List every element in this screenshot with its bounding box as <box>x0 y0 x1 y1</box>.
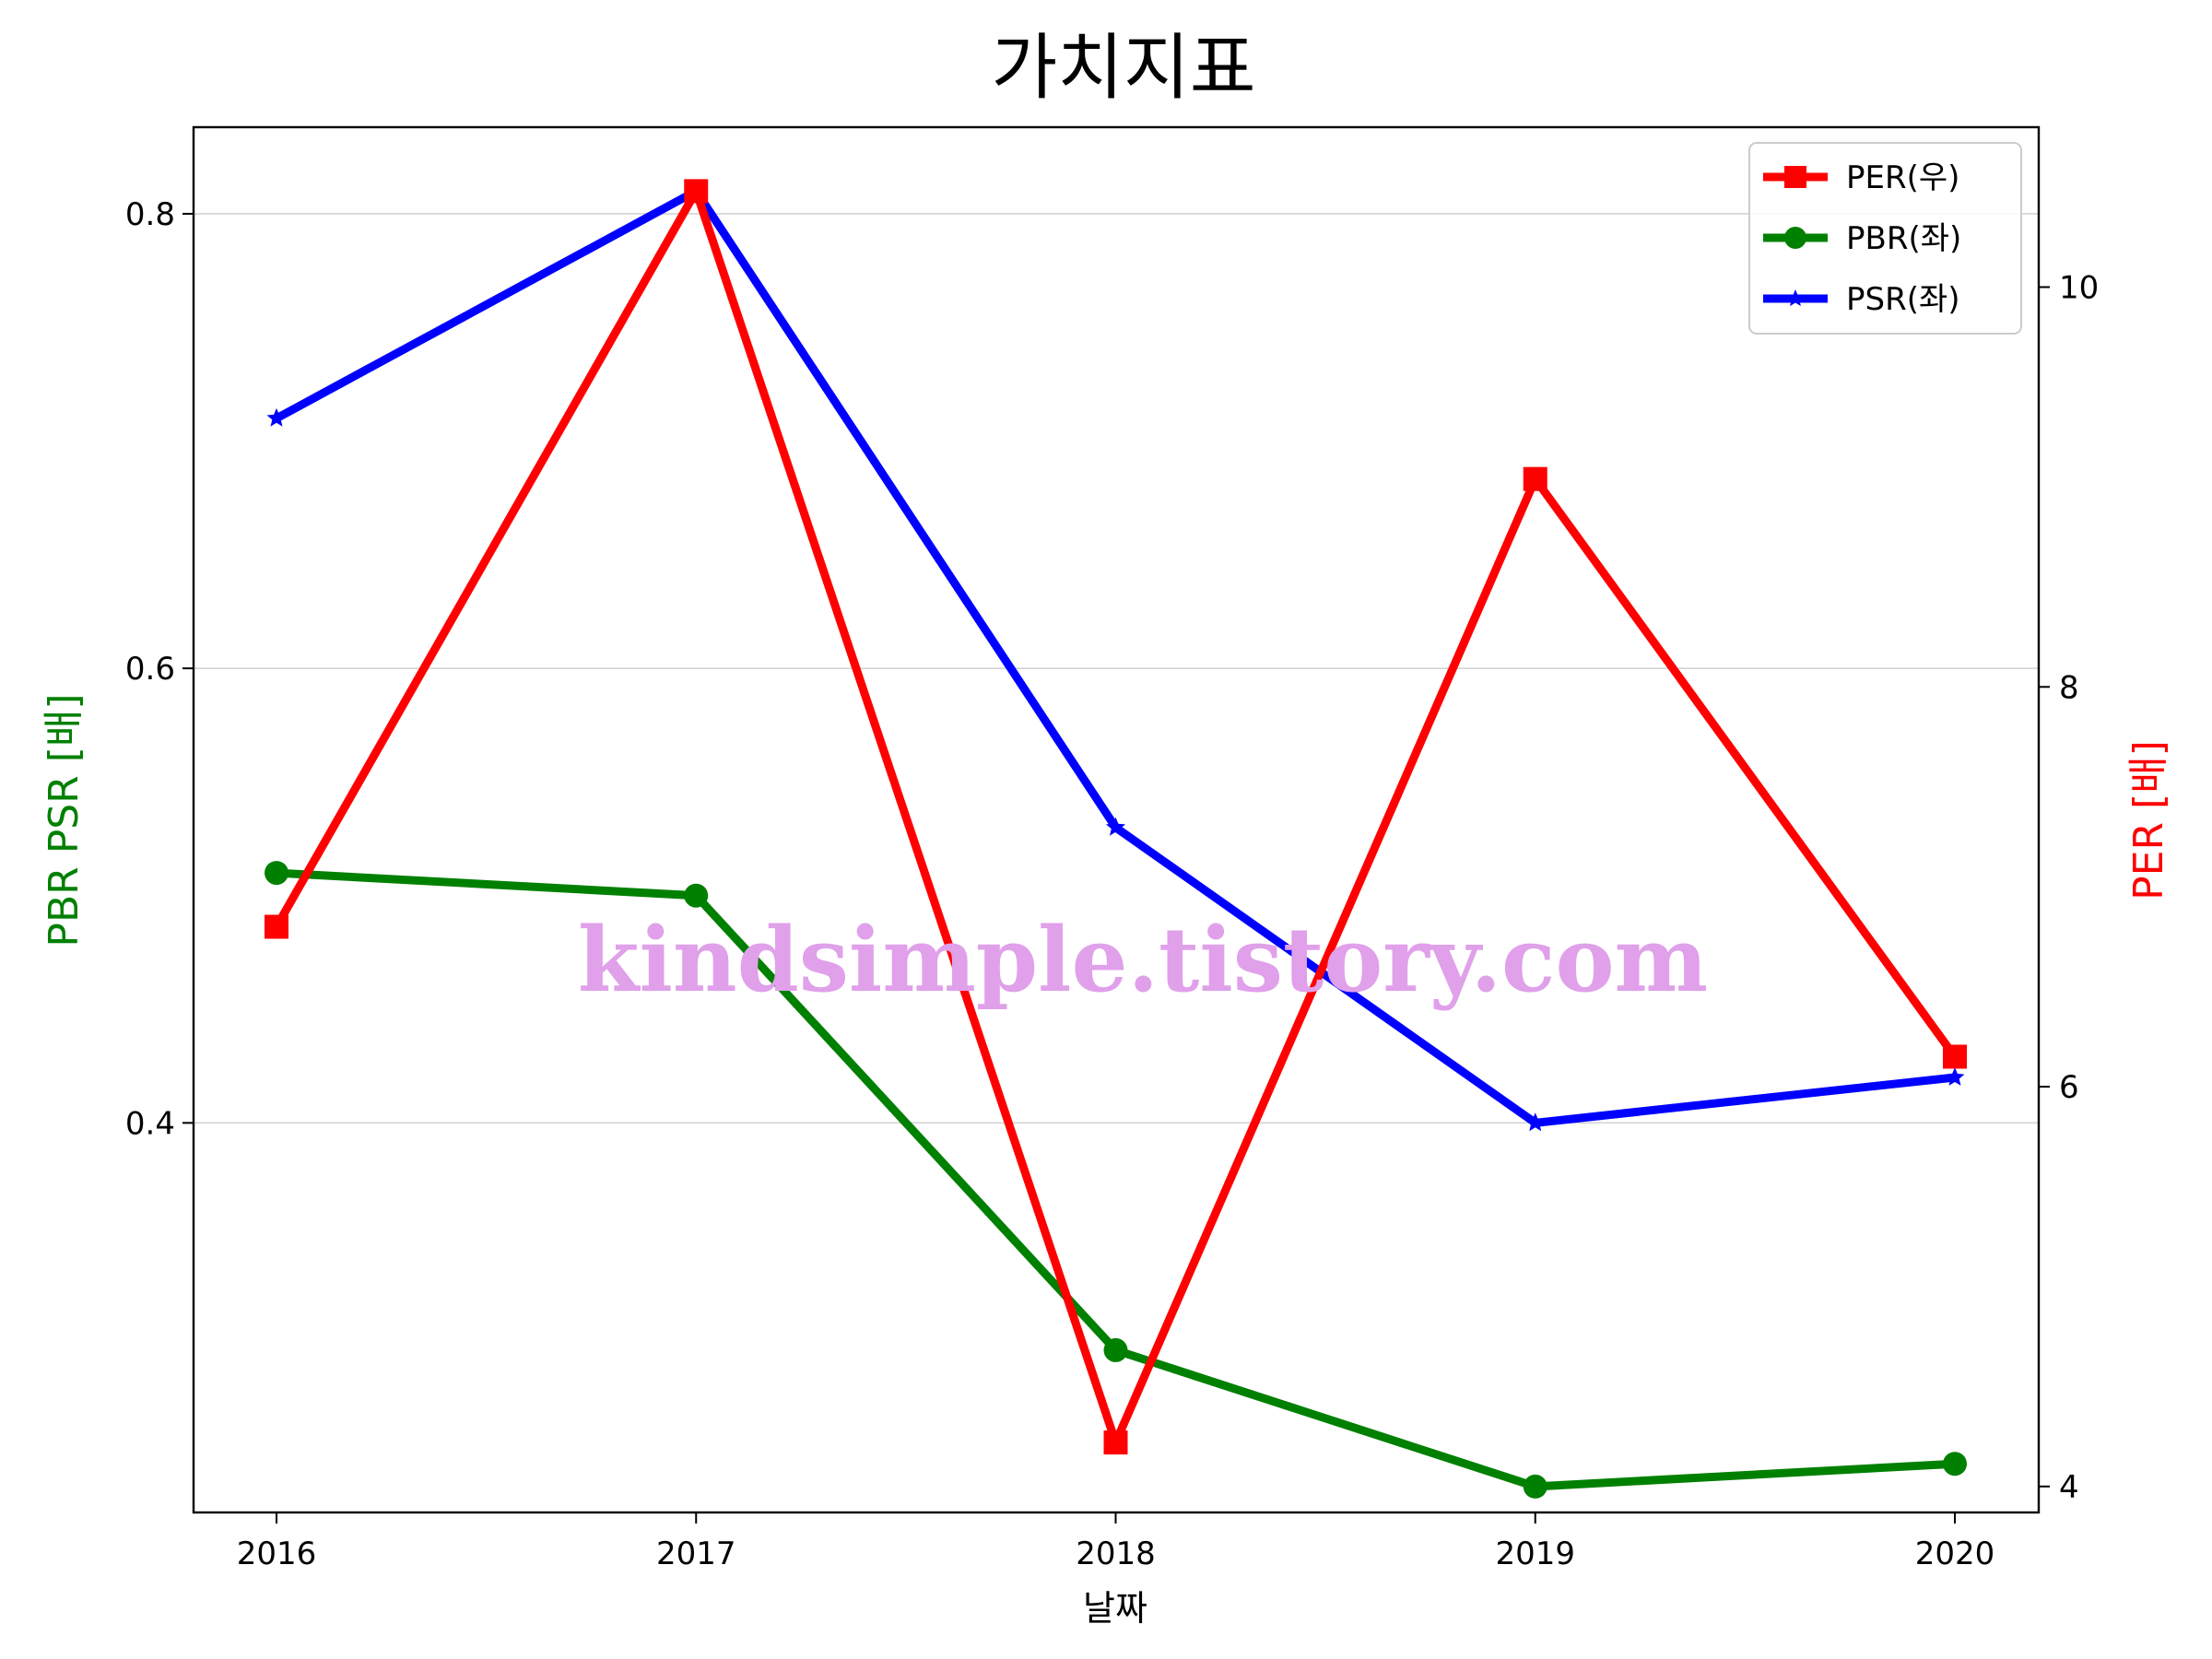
left-y-tick-label: 0.4 <box>125 1105 175 1142</box>
right-y-axis: 4 6 8 10 <box>2039 270 2099 1506</box>
data-point <box>1106 817 1125 836</box>
left-y-axis-label: PBR PSR [배] <box>41 693 88 947</box>
series-square-line <box>265 179 1967 1455</box>
data-point <box>1103 1337 1128 1362</box>
data-point <box>1523 1474 1547 1499</box>
x-tick-label: 2017 <box>656 1535 736 1572</box>
right-y-tick-label: 6 <box>2059 1069 2079 1106</box>
x-tick-label: 2016 <box>237 1535 317 1572</box>
legend-box <box>1748 142 2022 335</box>
data-point <box>1943 1044 1967 1069</box>
legend-label: PER(우) <box>1846 159 1959 196</box>
legend-marker <box>1784 166 1806 188</box>
left-y-tick-label: 0.8 <box>125 196 175 233</box>
x-tick-label: 2020 <box>1915 1535 1995 1572</box>
series-layer <box>265 179 1967 1499</box>
left-y-axis: 0.4 0.6 0.8 <box>125 196 194 1142</box>
legend-marker <box>1784 227 1806 249</box>
data-point <box>1525 1112 1546 1132</box>
data-point <box>1103 1430 1128 1455</box>
right-y-axis-label: PER [배] <box>2125 740 2172 900</box>
legend-entry: PBR(좌) <box>1763 220 1961 257</box>
x-tick-label: 2019 <box>1495 1535 1575 1572</box>
right-y-tick-label: 10 <box>2059 270 2099 307</box>
data-point <box>265 914 288 939</box>
legend-entry: PSR(좌) <box>1763 281 1960 318</box>
legend-label: PBR(좌) <box>1846 220 1961 257</box>
right-y-tick-label: 8 <box>2059 669 2079 706</box>
series-line <box>273 181 1959 1454</box>
data-point <box>1943 1452 1967 1477</box>
x-axis-label: 날짜 <box>1083 1588 1147 1629</box>
legend-label: PSR(좌) <box>1846 281 1960 318</box>
data-point <box>684 883 709 908</box>
grid <box>194 213 2039 1124</box>
data-point <box>684 179 709 204</box>
data-point <box>265 861 288 886</box>
data-point <box>1945 1067 1965 1086</box>
x-axis: 2016 2017 2018 2019 2020 <box>237 1512 1995 1572</box>
data-point <box>1523 466 1547 491</box>
data-point <box>266 407 287 427</box>
series-circle-line <box>265 861 1967 1499</box>
legend-entry: PER(우) <box>1763 159 1959 196</box>
right-y-tick-label: 4 <box>2059 1469 2079 1506</box>
legend: PER(우) PBR(좌) PSR(좌) <box>1748 142 2022 335</box>
left-y-tick-label: 0.6 <box>125 651 175 688</box>
watermark: kindsimple.tistory.com <box>578 908 1708 1012</box>
x-tick-label: 2018 <box>1076 1535 1156 1572</box>
legend-marker <box>1786 289 1805 307</box>
chart-title: 가치지표 <box>991 27 1255 110</box>
